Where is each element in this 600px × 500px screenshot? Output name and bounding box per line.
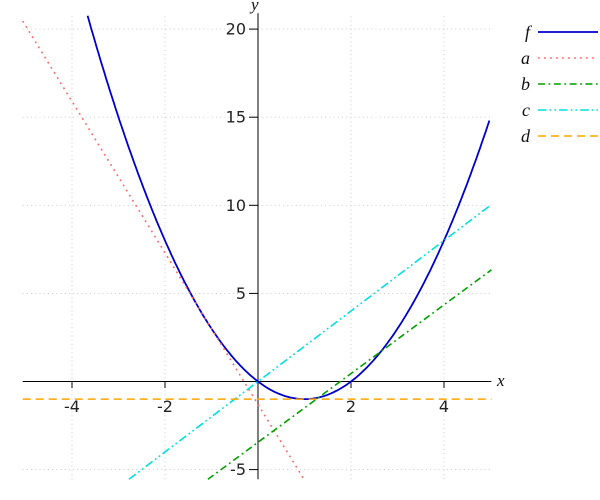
y-tick-label: -5: [230, 460, 246, 479]
legend-line-sample: [538, 57, 598, 59]
series-c-line: [128, 203, 492, 480]
legend-label: c: [522, 99, 530, 120]
x-tick-label: -4: [64, 397, 80, 416]
x-tick-label: 2: [346, 397, 356, 416]
legend-item-c: c: [504, 97, 599, 123]
legend-line-sample: [538, 31, 598, 33]
y-tick-label: 15: [226, 108, 246, 127]
legend-label: f: [524, 21, 530, 42]
legend-line-sample: [538, 109, 598, 111]
x-tick-label: 4: [439, 397, 449, 416]
y-axis-label: y: [251, 0, 259, 14]
legend-label: b: [521, 73, 530, 94]
legend-label: a: [521, 47, 530, 68]
legend-item-d: d: [504, 123, 599, 149]
series-b-line: [207, 269, 492, 480]
x-axis-label: x: [497, 371, 505, 390]
legend-item-a: a: [504, 45, 599, 71]
y-tick-label: 20: [226, 20, 246, 39]
x-tick-label: -2: [157, 397, 173, 416]
y-tick-label: 10: [226, 196, 246, 215]
legend-line-sample: [538, 135, 598, 137]
legend-item-b: b: [504, 71, 599, 97]
legend-label: d: [521, 125, 530, 146]
legend-line-sample: [538, 83, 598, 85]
series-f-curve: [86, 15, 491, 400]
legend-item-f: f: [504, 19, 599, 45]
y-tick-label: 5: [236, 284, 246, 303]
